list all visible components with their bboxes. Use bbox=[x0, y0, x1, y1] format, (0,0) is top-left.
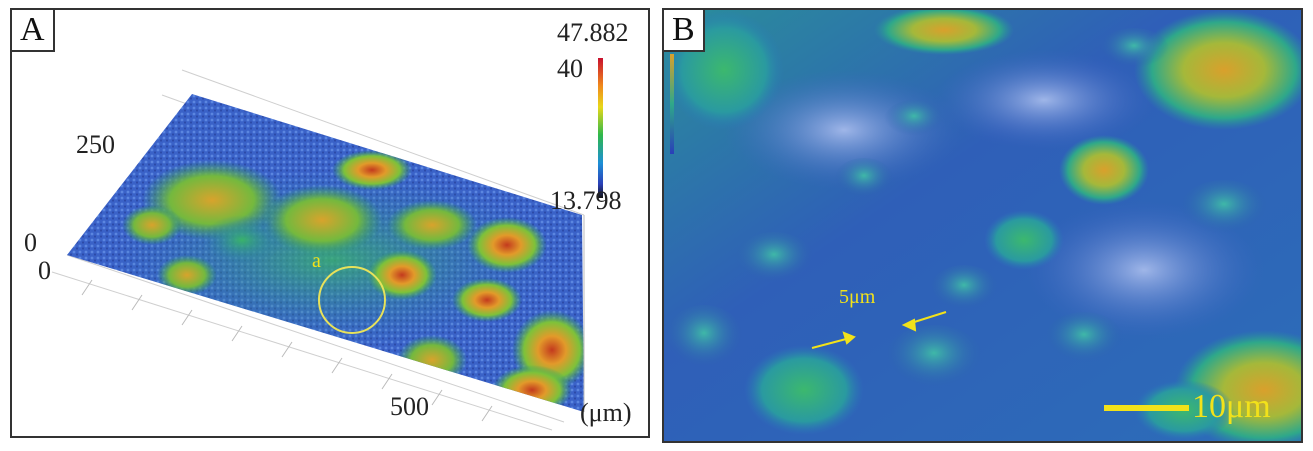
colorbar-min-label: 13.798 bbox=[550, 186, 622, 215]
measurement-arrows bbox=[811, 311, 947, 349]
x-tick-0: 0 bbox=[38, 256, 51, 285]
panel-a-label: A bbox=[12, 10, 55, 52]
surface-micrograph bbox=[664, 10, 1301, 441]
panel-b: B bbox=[662, 8, 1303, 443]
surface-features bbox=[664, 10, 1301, 441]
panel-a: A bbox=[10, 8, 650, 438]
color-scale-bar bbox=[598, 58, 603, 198]
x-tick-500: 500 bbox=[390, 392, 429, 421]
scale-bar bbox=[1104, 405, 1189, 411]
mini-color-scale bbox=[670, 54, 674, 154]
scale-bar-label: 10μm bbox=[1192, 388, 1271, 425]
unit-label: (μm) bbox=[580, 398, 632, 427]
feature-size-label: 5μm bbox=[839, 286, 876, 308]
region-a-circle bbox=[318, 266, 386, 334]
colorbar-max-label: 47.882 bbox=[557, 18, 629, 47]
colorbar-mid-label: 40 bbox=[557, 54, 583, 83]
surface-map bbox=[67, 94, 584, 412]
y-tick-250: 250 bbox=[76, 130, 115, 159]
region-a-label: a bbox=[312, 250, 321, 272]
axis-ticks bbox=[81, 215, 585, 422]
surface-3d-plot bbox=[51, 58, 603, 431]
panel-b-label: B bbox=[664, 10, 705, 52]
z-tick-0: 0 bbox=[24, 228, 37, 257]
